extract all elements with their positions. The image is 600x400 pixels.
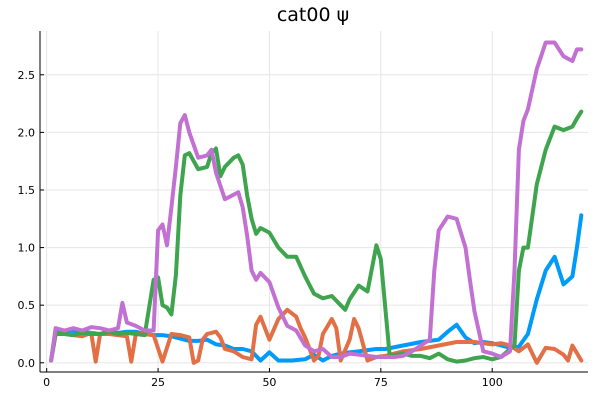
y-tick-label: 1.5 [18, 184, 36, 197]
x-tick-label: 50 [262, 376, 276, 389]
series-line-1 [49, 213, 584, 363]
x-tick-label: 100 [482, 376, 503, 389]
y-tick-label: 0.0 [18, 357, 36, 370]
y-tick-label: 0.5 [18, 299, 36, 312]
y-tick-label: 1.0 [18, 242, 36, 255]
grid [40, 31, 588, 372]
y-tick-label: 2.5 [18, 69, 36, 82]
series-line-4 [49, 40, 584, 363]
y-tick-label: 2.0 [18, 126, 36, 139]
series-group [49, 40, 584, 365]
series-line-2 [49, 307, 584, 365]
x-tick-label: 75 [374, 376, 388, 389]
x-tick-label: 25 [151, 376, 165, 389]
chart-title: cat00 ψ [277, 4, 349, 26]
x-tick-label: 0 [43, 376, 50, 389]
axes [39, 31, 588, 373]
tick-labels: 0 25 50 75 100 0.0 0.5 1.0 1.5 2.0 2.5 [18, 69, 503, 389]
